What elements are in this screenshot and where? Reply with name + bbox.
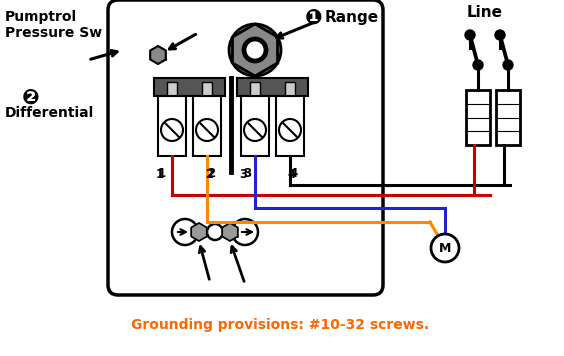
Text: 1: 1 xyxy=(156,168,164,181)
Circle shape xyxy=(196,119,218,141)
Text: 1: 1 xyxy=(158,167,166,180)
Circle shape xyxy=(161,119,183,141)
Text: 4: 4 xyxy=(288,168,296,181)
Polygon shape xyxy=(222,223,238,241)
Circle shape xyxy=(465,30,475,40)
Circle shape xyxy=(232,219,258,245)
Bar xyxy=(276,96,304,156)
FancyBboxPatch shape xyxy=(108,0,383,295)
Circle shape xyxy=(245,40,265,60)
Bar xyxy=(237,78,308,96)
Polygon shape xyxy=(191,223,207,241)
Text: 2: 2 xyxy=(207,167,215,180)
Bar xyxy=(202,82,212,96)
Bar xyxy=(193,96,221,156)
Text: M: M xyxy=(439,241,451,255)
Bar xyxy=(158,96,186,156)
Circle shape xyxy=(431,234,459,262)
Circle shape xyxy=(473,60,483,70)
Circle shape xyxy=(243,38,267,62)
Bar xyxy=(285,82,295,96)
Circle shape xyxy=(244,119,266,141)
Text: Line: Line xyxy=(467,5,503,20)
Circle shape xyxy=(229,24,281,76)
Bar xyxy=(154,78,225,96)
Circle shape xyxy=(207,224,223,240)
Text: 4: 4 xyxy=(290,167,298,180)
Text: 2: 2 xyxy=(205,168,213,181)
Bar xyxy=(167,82,177,96)
Circle shape xyxy=(503,60,513,70)
Text: Pumptrol
Pressure Sw: Pumptrol Pressure Sw xyxy=(5,10,102,40)
Text: 3: 3 xyxy=(239,168,247,181)
Polygon shape xyxy=(232,24,277,76)
Text: 3: 3 xyxy=(243,167,251,180)
Bar xyxy=(496,90,520,145)
Polygon shape xyxy=(150,46,166,64)
Bar xyxy=(466,90,490,145)
Bar xyxy=(241,96,269,156)
Circle shape xyxy=(279,119,301,141)
Circle shape xyxy=(172,219,198,245)
Text: ❷: ❷ xyxy=(22,88,39,108)
Text: Range: Range xyxy=(325,10,379,25)
Text: Differential: Differential xyxy=(5,106,94,120)
Text: ❶: ❶ xyxy=(305,8,323,28)
Text: Grounding provisions: #10-32 screws.: Grounding provisions: #10-32 screws. xyxy=(131,318,429,332)
Bar xyxy=(250,82,260,96)
Circle shape xyxy=(495,30,505,40)
